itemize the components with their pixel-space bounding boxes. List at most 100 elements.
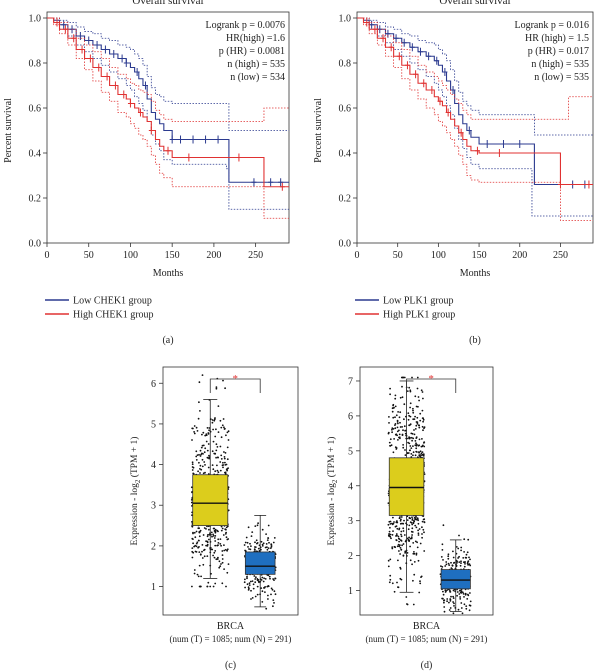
data-point [197,527,200,530]
data-point [191,537,194,540]
data-point [469,592,471,594]
y-tick-label: 0.2 [29,194,42,205]
data-point [421,417,424,419]
data-point [394,427,397,430]
data-point [254,548,256,551]
data-point [391,410,394,413]
data-point [456,591,459,593]
data-point [214,528,217,531]
data-point [217,556,219,559]
data-point [394,416,396,419]
data-point [206,541,209,544]
data-point [394,423,397,425]
chart-title: Overall survival [439,0,510,7]
y-tick-label: 4 [151,460,156,471]
data-point [194,536,197,539]
data-point [223,456,226,458]
data-point [391,547,394,550]
data-point [250,545,252,547]
x-tick-label: 150 [472,250,487,261]
data-point [211,419,214,421]
data-point [197,470,200,473]
data-point [406,519,409,521]
data-point [215,449,218,452]
data-point [442,593,445,596]
y-tick-label: 3 [348,516,353,527]
data-point [459,598,462,600]
ci-upper-1 [357,17,593,120]
y-axis-label: Percent survival [3,98,14,163]
data-point [465,553,468,556]
data-point [204,434,207,437]
data-point [221,561,224,564]
data-point [262,542,265,545]
data-point [406,552,409,554]
data-point [219,419,222,422]
data-point [273,590,276,593]
data-point [418,451,420,453]
data-point [244,586,247,589]
data-point [205,434,208,437]
data-point [200,585,202,588]
data-point [389,526,391,529]
data-point [398,540,400,543]
data-point [397,422,399,425]
data-point [191,469,194,471]
y-axis-label-main: Expression - log [130,483,140,546]
data-point [412,542,415,544]
data-point [394,394,397,397]
data-point [409,390,412,393]
data-point [218,560,221,563]
data-point [400,540,403,542]
data-point [421,451,424,453]
data-point [460,546,463,549]
data-point [200,575,203,578]
data-point [420,452,423,455]
data-point [260,540,263,543]
data-point [248,582,251,585]
data-point [416,387,419,390]
data-point [254,595,257,598]
data-point [221,550,224,552]
data-point [405,596,408,598]
data-point [421,409,424,412]
data-point [198,531,201,534]
box-tumor [388,457,425,516]
data-point [221,582,224,585]
data-point [267,547,270,549]
data-point [401,544,403,547]
data-point [227,439,230,441]
data-point [411,376,413,379]
data-point [263,587,265,589]
data-point [446,600,448,603]
data-point [412,445,414,447]
data-point [250,589,252,592]
data-point [392,522,395,525]
data-point [208,454,210,457]
data-point [200,468,203,471]
plot-frame [359,366,494,616]
data-point [408,442,411,445]
y-tick-label: 1.0 [29,14,42,25]
data-point [216,558,219,560]
data-point [193,425,196,427]
data-point [219,538,222,540]
data-point [457,557,459,559]
data-point [226,458,229,461]
y-tick-label: 5 [151,419,156,430]
data-point [410,521,413,524]
data-point [411,523,414,526]
data-point [217,471,220,474]
data-point [413,561,416,563]
data-point [445,561,448,563]
data-point [196,541,199,544]
data-point [408,424,410,427]
data-point [452,562,455,564]
data-point [198,453,200,456]
data-point [394,546,397,549]
data-point [465,607,468,610]
data-point [195,530,198,533]
data-point [199,464,202,467]
data-point [402,429,404,432]
data-point [268,541,270,544]
